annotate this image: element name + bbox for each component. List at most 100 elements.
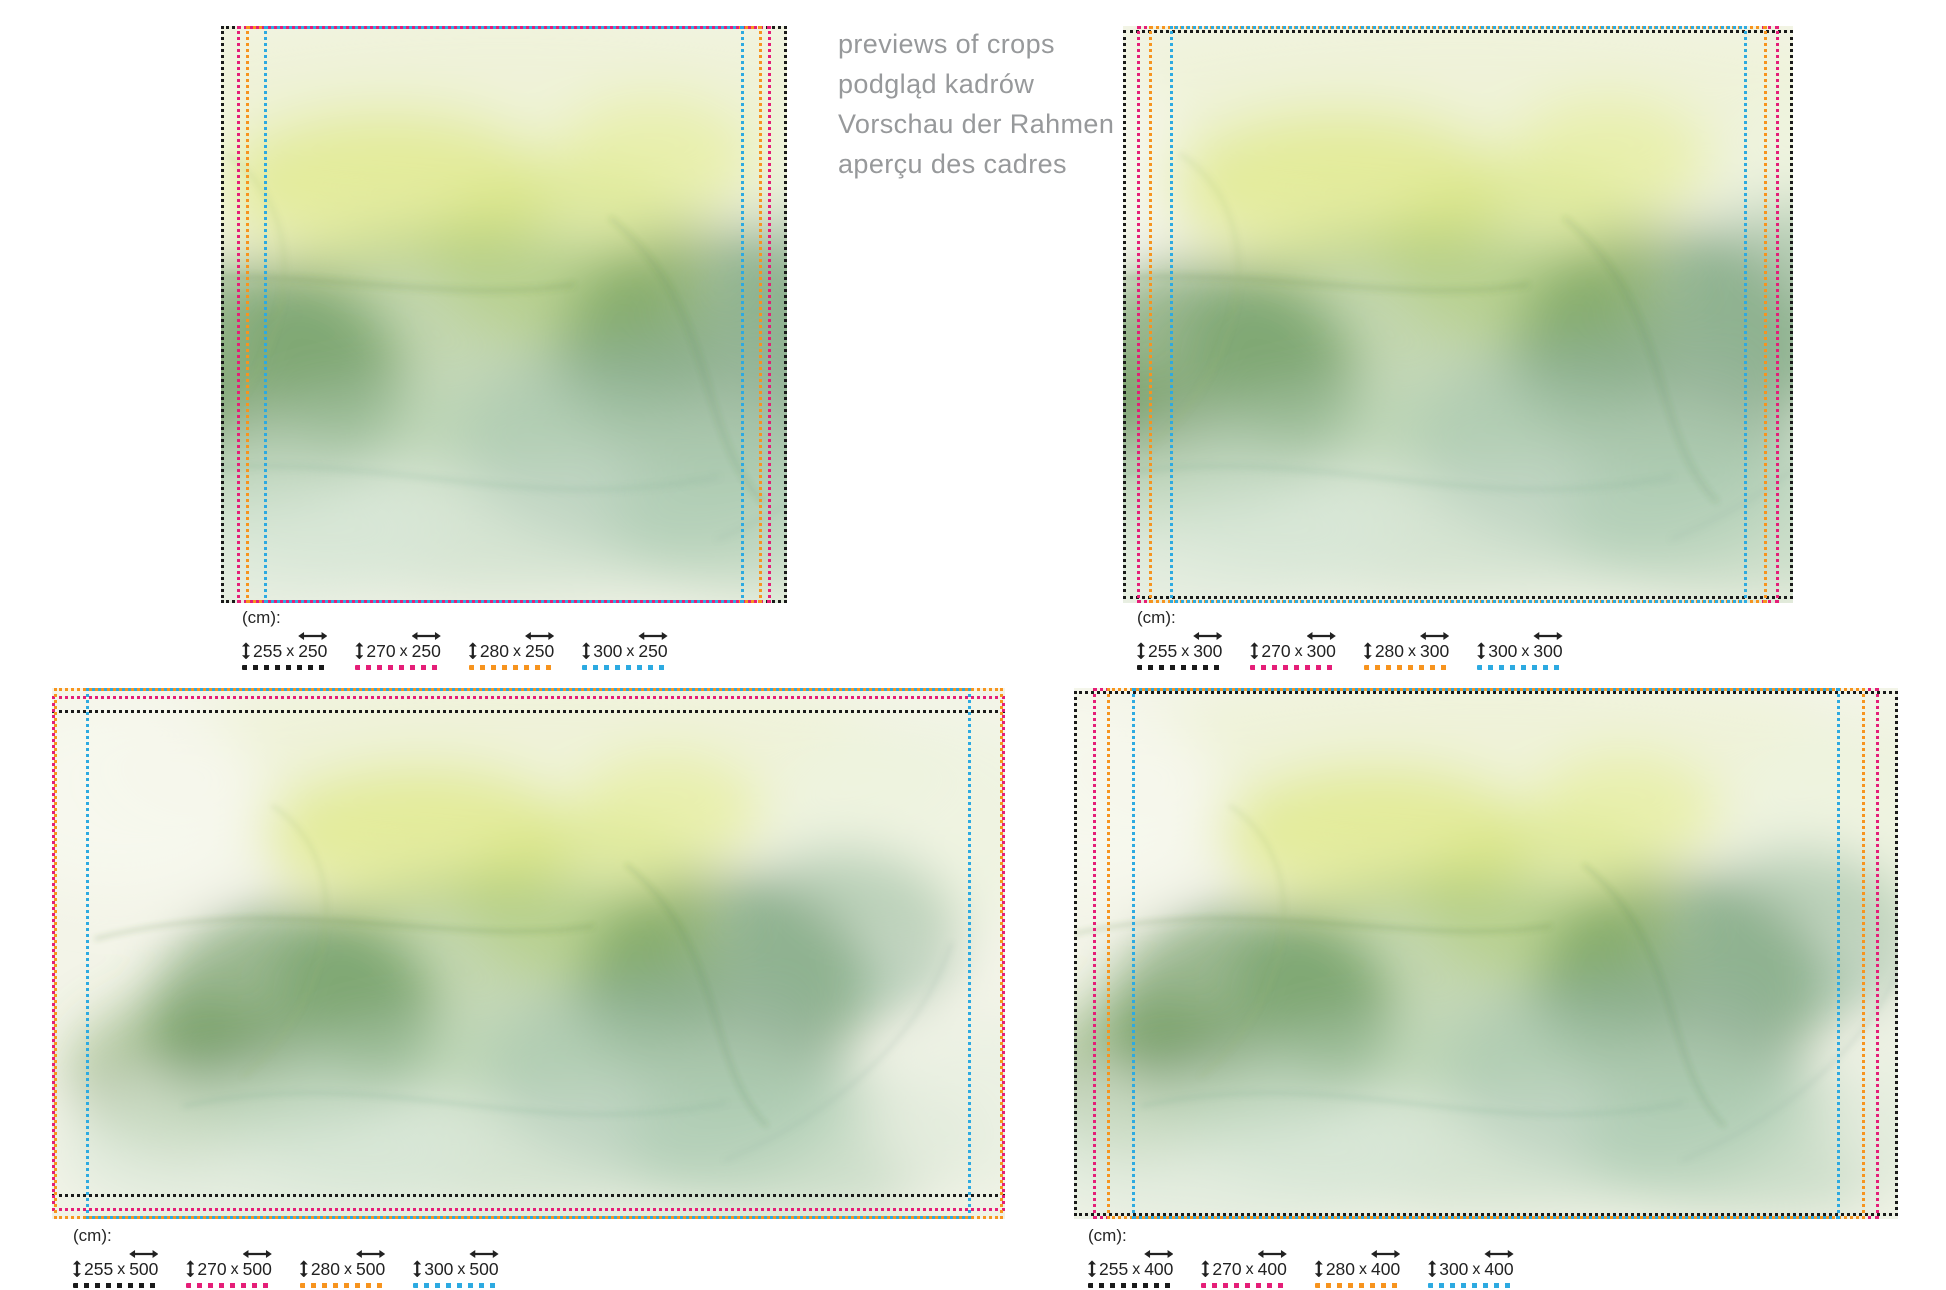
size-width-value: 400 — [1371, 1259, 1401, 1279]
width-arrow-icon — [411, 632, 441, 640]
frame-color-swatch — [1477, 665, 1563, 671]
size-separator: x — [399, 642, 408, 660]
size-width-value: 300 — [1533, 641, 1563, 661]
size-options: 255 x 500 270 x 500 280 x 500 — [73, 1250, 499, 1289]
size-option-300x500: 300 x 500 — [413, 1250, 499, 1289]
size-separator: x — [626, 642, 635, 660]
width-arrow-icon — [1257, 1250, 1287, 1258]
size-option-270x400: 270 x 400 — [1201, 1250, 1287, 1289]
size-height-value: 270 — [1212, 1259, 1242, 1279]
title-line-polish: podgląd kadrów — [838, 69, 1035, 99]
title-line-german: Vorschau der Rahmen — [838, 109, 1115, 139]
height-arrow-icon — [1314, 1260, 1323, 1278]
size-separator: x — [1181, 642, 1190, 660]
size-height-value: 280 — [310, 1259, 341, 1279]
size-height-value: 270 — [366, 641, 396, 661]
size-separator: x — [1472, 1260, 1481, 1278]
size-legend-top-right: (cm): 255 x 300 270 x 300 280 x — [1137, 608, 1563, 671]
frame-color-swatch — [73, 1283, 159, 1289]
width-arrow-icon — [1144, 1250, 1174, 1258]
size-width-value: 250 — [638, 641, 668, 661]
frame-color-swatch — [1201, 1283, 1287, 1289]
height-arrow-icon — [1428, 1260, 1437, 1278]
width-arrow-icon — [1533, 632, 1563, 640]
frame-color-swatch — [299, 1283, 386, 1289]
size-separator: x — [286, 642, 295, 660]
size-height-value: 280 — [1325, 1259, 1356, 1279]
size-width-value: 300 — [1306, 641, 1336, 661]
size-separator: x — [1521, 642, 1530, 660]
size-separator: x — [344, 1260, 353, 1278]
size-option-280x300: 280 x 300 — [1363, 632, 1450, 671]
artwork-preview-panel-top-left — [221, 26, 787, 603]
frame-color-swatch — [1428, 1283, 1514, 1289]
watercolor-artwork — [221, 26, 787, 603]
size-separator: x — [1294, 642, 1303, 660]
size-width-value: 500 — [356, 1259, 386, 1279]
size-height-value: 300 — [1488, 641, 1518, 661]
unit-label: (cm): — [73, 1226, 112, 1245]
width-arrow-icon — [1193, 632, 1223, 640]
frame-color-swatch — [468, 665, 555, 671]
size-width-value: 250 — [525, 641, 555, 661]
width-arrow-icon — [356, 1250, 386, 1258]
height-arrow-icon — [1201, 1260, 1210, 1278]
frame-color-swatch — [1250, 665, 1336, 671]
size-height-value: 255 — [253, 641, 283, 661]
size-option-255x300: 255 x 300 — [1137, 632, 1223, 671]
size-legend-top-left: (cm): 255 x 250 270 x 250 280 x — [242, 608, 668, 671]
size-width-value: 500 — [129, 1259, 159, 1279]
frame-color-swatch — [1363, 665, 1450, 671]
size-width-value: 400 — [1144, 1259, 1174, 1279]
size-option-300x300: 300 x 300 — [1477, 632, 1563, 671]
size-option-300x400: 300 x 400 — [1428, 1250, 1514, 1289]
title-line-english: previews of crops — [838, 29, 1055, 59]
watercolor-artwork — [52, 688, 1005, 1219]
unit-label: (cm): — [1137, 608, 1176, 627]
size-option-270x300: 270 x 300 — [1250, 632, 1336, 671]
artwork-preview-panel-bottom-right — [1074, 688, 1898, 1219]
frame-color-swatch — [1314, 1283, 1401, 1289]
page-title-block: previews of crops podgląd kadrów Vorscha… — [838, 24, 1114, 184]
size-height-value: 255 — [1148, 641, 1178, 661]
size-option-280x250: 280 x 250 — [468, 632, 555, 671]
size-option-255x500: 255 x 500 — [73, 1250, 159, 1289]
width-arrow-icon — [469, 1250, 499, 1258]
width-arrow-icon — [1371, 1250, 1401, 1258]
size-width-value: 250 — [298, 641, 328, 661]
size-separator: x — [457, 1260, 466, 1278]
height-arrow-icon — [242, 642, 250, 660]
size-separator: x — [1359, 1260, 1368, 1278]
frame-color-swatch — [1137, 665, 1223, 671]
artwork-preview-panel-top-right — [1123, 26, 1793, 603]
size-legend-bottom-right: (cm): 255 x 400 270 x 400 280 x — [1088, 1226, 1514, 1289]
size-options: 255 x 400 270 x 400 280 x 400 — [1088, 1250, 1514, 1289]
artwork-preview-panel-bottom-left — [52, 688, 1005, 1219]
size-separator: x — [1408, 642, 1417, 660]
size-option-280x400: 280 x 400 — [1314, 1250, 1401, 1289]
frame-color-swatch — [413, 1283, 499, 1289]
height-arrow-icon — [413, 1260, 422, 1278]
height-arrow-icon — [73, 1260, 81, 1278]
size-separator: x — [117, 1260, 126, 1278]
size-width-value: 400 — [1257, 1259, 1287, 1279]
size-width-value: 250 — [411, 641, 441, 661]
height-arrow-icon — [1250, 642, 1259, 660]
width-arrow-icon — [1484, 1250, 1514, 1258]
width-arrow-icon — [638, 632, 668, 640]
height-arrow-icon — [1137, 642, 1145, 660]
size-height-value: 255 — [1099, 1259, 1129, 1279]
size-option-270x500: 270 x 500 — [186, 1250, 272, 1289]
height-arrow-icon — [299, 1260, 308, 1278]
watercolor-artwork — [1074, 688, 1898, 1219]
height-arrow-icon — [355, 642, 364, 660]
frame-color-swatch — [186, 1283, 272, 1289]
title-line-french: aperçu des cadres — [838, 149, 1067, 179]
height-arrow-icon — [1477, 642, 1486, 660]
width-arrow-icon — [1306, 632, 1336, 640]
size-separator: x — [1132, 1260, 1141, 1278]
size-separator: x — [230, 1260, 239, 1278]
frame-color-swatch — [1088, 1283, 1174, 1289]
width-arrow-icon — [242, 1250, 272, 1258]
